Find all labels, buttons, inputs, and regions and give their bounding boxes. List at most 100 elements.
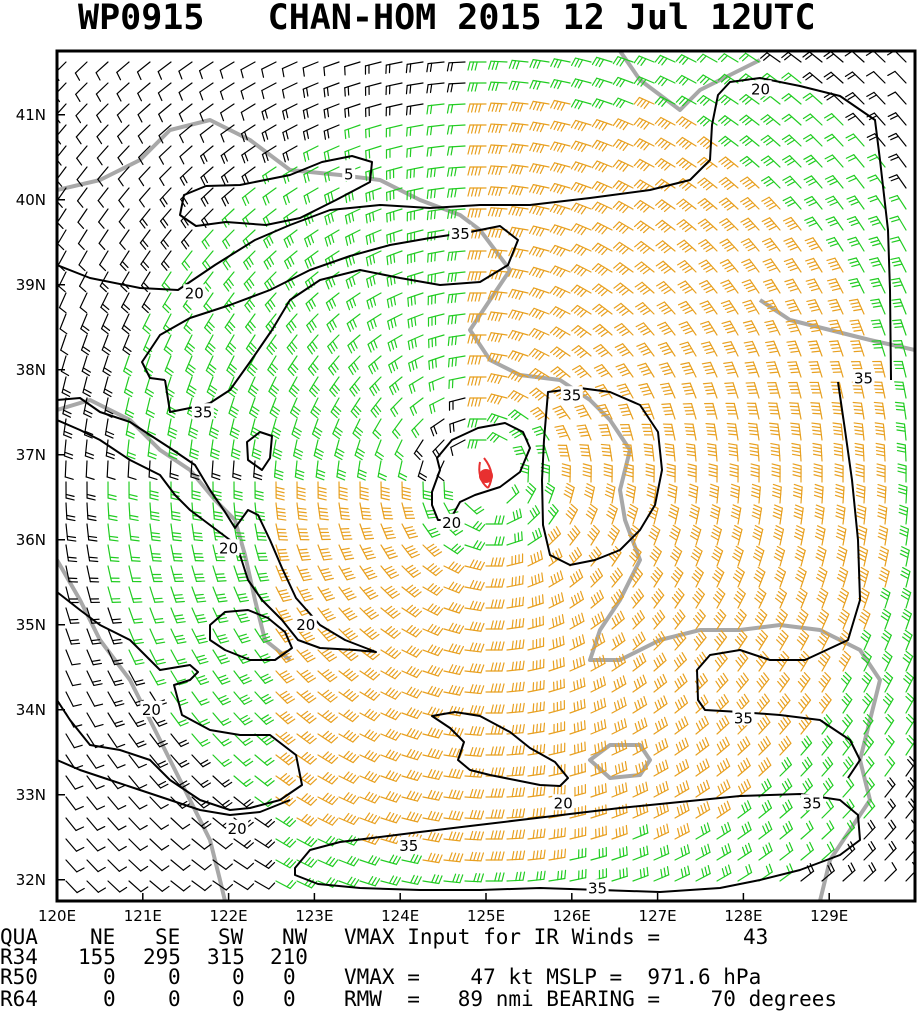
wind-barb	[527, 505, 541, 525]
wind-barb	[591, 242, 613, 256]
wind-barb	[876, 483, 887, 504]
wind-barb	[695, 779, 710, 798]
wind-barb	[887, 132, 907, 147]
wind-barb	[372, 418, 382, 440]
wind-barb	[781, 72, 802, 84]
wind-barb	[191, 586, 207, 603]
wind-barb	[527, 870, 546, 882]
wind-barb	[380, 605, 401, 619]
wind-barb	[845, 154, 865, 168]
wind-barb	[191, 775, 212, 788]
wind-barb	[317, 772, 339, 785]
wind-barb	[317, 669, 338, 683]
wind-barb	[77, 229, 88, 251]
contour-label: 35	[734, 709, 753, 727]
wind-barb	[695, 801, 711, 819]
wind-barb	[188, 418, 199, 439]
wind-barb	[569, 612, 585, 630]
wind-barb	[409, 397, 424, 416]
wind-barb	[632, 781, 649, 798]
wind-barb	[422, 583, 444, 596]
wind-barb	[254, 754, 275, 766]
wind-barb	[303, 166, 319, 184]
wind-barb	[548, 699, 566, 714]
wind-barb	[696, 53, 718, 63]
wind-barb	[323, 61, 340, 77]
wind-barb	[615, 363, 634, 378]
wind-barb	[570, 284, 592, 298]
wind-barb	[118, 208, 130, 229]
wind-barb	[97, 187, 109, 208]
wind-barb	[796, 608, 809, 630]
wind-barb	[626, 503, 639, 525]
wind-barb	[720, 279, 739, 294]
wind-barb	[464, 621, 485, 632]
wind-barb	[733, 587, 746, 609]
wind-barb	[794, 545, 806, 567]
wind-barb	[380, 811, 402, 824]
wind-barb	[813, 463, 823, 483]
wind-barb	[698, 279, 718, 294]
wind-barb	[443, 810, 464, 821]
wind-barb	[737, 864, 753, 882]
wind-barb	[212, 775, 233, 788]
wind-barb	[365, 145, 382, 160]
r34-sw: 315	[207, 945, 245, 969]
wind-barb	[467, 82, 487, 92]
wind-barb	[776, 629, 789, 651]
wind-barb	[140, 250, 151, 271]
wind-barb	[677, 280, 697, 294]
wind-barb	[233, 670, 252, 685]
wind-barb	[443, 602, 465, 614]
wind-barb	[550, 58, 571, 69]
wind-barb	[785, 319, 802, 336]
wind-barb	[634, 281, 655, 295]
wind-barb	[899, 525, 910, 546]
wind-barb	[613, 302, 634, 316]
wind-barb	[508, 226, 529, 238]
wind-barb	[307, 355, 319, 376]
y-tick-label: 38N	[16, 361, 46, 379]
contour-label: 5	[344, 165, 354, 183]
wind-barb	[369, 376, 382, 397]
wind-barb	[569, 634, 585, 651]
contour-label: 35	[451, 225, 470, 243]
wind-barb	[406, 187, 424, 201]
wind-barb	[715, 672, 729, 693]
wind-barb	[487, 102, 508, 113]
wind-barb	[774, 566, 787, 588]
wind-barb	[821, 820, 835, 840]
wind-barb	[506, 617, 525, 630]
wind-barb	[737, 800, 752, 819]
wind-barb	[888, 153, 907, 168]
wind-barb	[178, 61, 193, 80]
wind-barb	[549, 326, 571, 339]
wind-barb	[206, 376, 218, 398]
wind-barb	[506, 531, 523, 546]
wind-barb	[507, 329, 529, 342]
wind-barb	[406, 229, 424, 243]
wind-barb	[675, 116, 697, 129]
wind-barb	[170, 628, 187, 645]
wind-barb	[633, 76, 655, 87]
wind-barb	[121, 313, 131, 335]
wind-barb	[722, 341, 739, 357]
wind-barb	[687, 463, 697, 483]
wind-barb	[884, 756, 896, 777]
wind-barb	[224, 313, 236, 335]
wind-barb	[549, 141, 571, 153]
wind-barb	[762, 278, 781, 294]
wind-barb	[422, 603, 444, 616]
wind-barb	[79, 292, 88, 314]
wind-barb	[385, 103, 403, 117]
wind-barb	[852, 401, 865, 420]
wind-barb	[359, 523, 375, 540]
wind-barb	[894, 401, 907, 420]
wind-barb	[86, 628, 102, 645]
wind-barb	[117, 166, 130, 187]
contour-label-bg	[560, 386, 583, 403]
wind-barb	[679, 341, 697, 357]
wind-barb	[191, 628, 208, 644]
wind-barb	[338, 792, 360, 805]
